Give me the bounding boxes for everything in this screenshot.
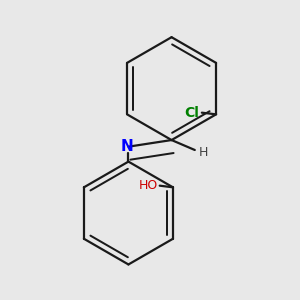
- Text: Cl: Cl: [184, 106, 199, 120]
- Text: H: H: [198, 146, 208, 159]
- Text: N: N: [120, 139, 133, 154]
- Text: HO: HO: [139, 179, 158, 192]
